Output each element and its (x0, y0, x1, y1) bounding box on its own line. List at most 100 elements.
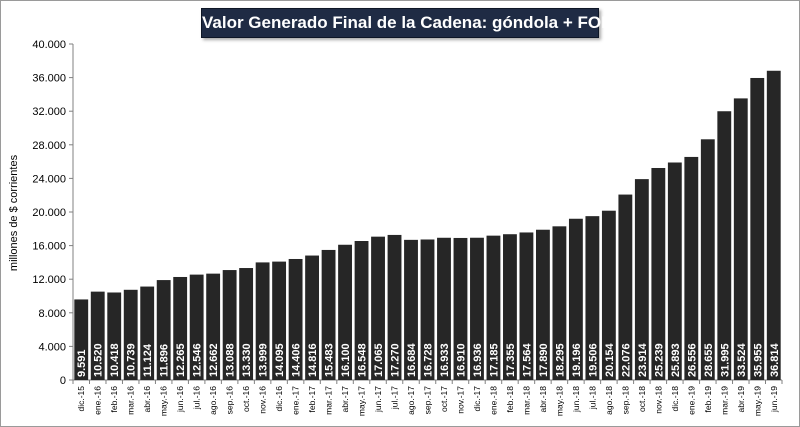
bar (288, 258, 303, 380)
data-label: 16.684 (406, 342, 418, 377)
data-label: 13.999 (258, 343, 270, 377)
bar (585, 216, 600, 380)
x-tick-label: feb.-18 (505, 386, 515, 413)
bar (766, 70, 781, 381)
x-tick-label: oct.-18 (637, 386, 647, 412)
data-label: 10.418 (109, 343, 121, 377)
bar (338, 244, 352, 380)
x-tick-label: may.-17 (357, 386, 367, 416)
x-tick-label: jul.-18 (587, 386, 597, 410)
data-label: 25.893 (670, 343, 682, 377)
x-tick-label: feb.-17 (307, 386, 317, 413)
y-tick-label: 28.000 (32, 140, 66, 152)
data-label: 12.662 (208, 343, 220, 377)
bar (700, 139, 715, 380)
data-label: 17.185 (488, 343, 500, 377)
bar (173, 276, 188, 380)
y-tick-label: 32.000 (32, 106, 66, 118)
bar (634, 179, 649, 380)
data-label: 15.483 (324, 343, 336, 377)
bar (601, 210, 616, 380)
data-label: 16.100 (340, 343, 352, 377)
data-label: 13.330 (241, 343, 253, 377)
data-label: 33.524 (736, 342, 748, 377)
x-tick-label: may.-16 (159, 386, 169, 416)
data-label: 16.548 (357, 343, 369, 377)
data-label: 19.506 (587, 343, 599, 377)
y-tick-label: 40.000 (32, 39, 66, 51)
bar (255, 262, 270, 380)
bar (503, 234, 517, 380)
x-tick-label: ene.-16 (93, 386, 103, 415)
x-tick-label: sep.-17 (423, 386, 433, 415)
data-label: 22.076 (620, 343, 632, 377)
data-label: 14.095 (274, 343, 286, 377)
x-tick-label: oct.-16 (241, 386, 251, 412)
bar (189, 274, 204, 380)
bar (354, 240, 369, 380)
bar (651, 167, 666, 380)
bar (437, 237, 451, 380)
x-tick-label: sep.-16 (225, 386, 235, 415)
x-tick-label: dic.-16 (274, 386, 284, 412)
bar (717, 111, 732, 380)
x-tick-label: ene.-19 (686, 386, 696, 415)
bar (156, 280, 171, 380)
data-label: 25.239 (653, 343, 665, 377)
x-tick-label: ene.-17 (291, 386, 301, 415)
data-label: 17.355 (505, 343, 517, 377)
x-tick-label: mar.-18 (521, 386, 531, 415)
data-label: 20.154 (604, 342, 616, 377)
x-tick-label: jul.-16 (192, 386, 202, 410)
bar (470, 237, 484, 380)
y-tick-label: 16.000 (32, 241, 66, 253)
data-label: 10.520 (93, 343, 105, 377)
x-tick-label: jul.-17 (390, 386, 400, 410)
y-tick-label: 0 (60, 375, 66, 387)
data-label: 26.556 (686, 343, 698, 377)
bar (486, 235, 501, 380)
bar (667, 162, 682, 380)
x-tick-label: dic.-17 (472, 386, 482, 412)
bar (519, 232, 534, 380)
data-label: 10.739 (126, 343, 138, 377)
bar (568, 218, 583, 380)
bar (618, 194, 633, 380)
x-tick-label: abr.-16 (142, 386, 152, 413)
bar (206, 273, 221, 380)
data-label: 14.406 (291, 343, 303, 377)
x-tick-label: mar.-19 (719, 386, 729, 415)
bar (123, 289, 138, 380)
x-tick-label: jun.-16 (175, 386, 185, 413)
x-tick-label: jun.-18 (571, 386, 581, 413)
data-label: 17.270 (390, 343, 402, 377)
data-label: 12.265 (175, 343, 187, 377)
data-label: 13.088 (225, 343, 237, 377)
bar (684, 156, 699, 380)
y-tick-label: 24.000 (32, 173, 66, 185)
data-label: 31.995 (719, 343, 731, 377)
data-label: 14.816 (307, 343, 319, 377)
chart-title: Valor Generado Final de la Cadena: góndo… (201, 8, 613, 38)
bar (750, 77, 765, 380)
bar (239, 268, 254, 380)
data-label: 11.896 (159, 344, 171, 377)
y-tick-label: 4.000 (38, 341, 66, 353)
x-tick-label: nov.-18 (653, 386, 663, 414)
data-label: 17.890 (538, 343, 550, 377)
bar (404, 239, 418, 380)
y-tick-label: 12.000 (32, 274, 66, 286)
y-tick-label: 36.000 (32, 73, 66, 85)
x-tick-label: ene.-18 (488, 386, 498, 415)
data-label: 18.295 (554, 343, 566, 377)
data-label: 16.728 (423, 343, 435, 377)
bar (90, 291, 105, 380)
data-label: 28.655 (703, 343, 715, 377)
data-label: 16.936 (472, 343, 484, 377)
bar (733, 98, 748, 380)
x-tick-label: ago.-16 (208, 386, 218, 415)
data-label: 17.065 (373, 343, 385, 377)
data-label: 16.933 (439, 343, 451, 377)
x-tick-label: jun.-19 (769, 386, 779, 413)
bar (420, 239, 435, 380)
